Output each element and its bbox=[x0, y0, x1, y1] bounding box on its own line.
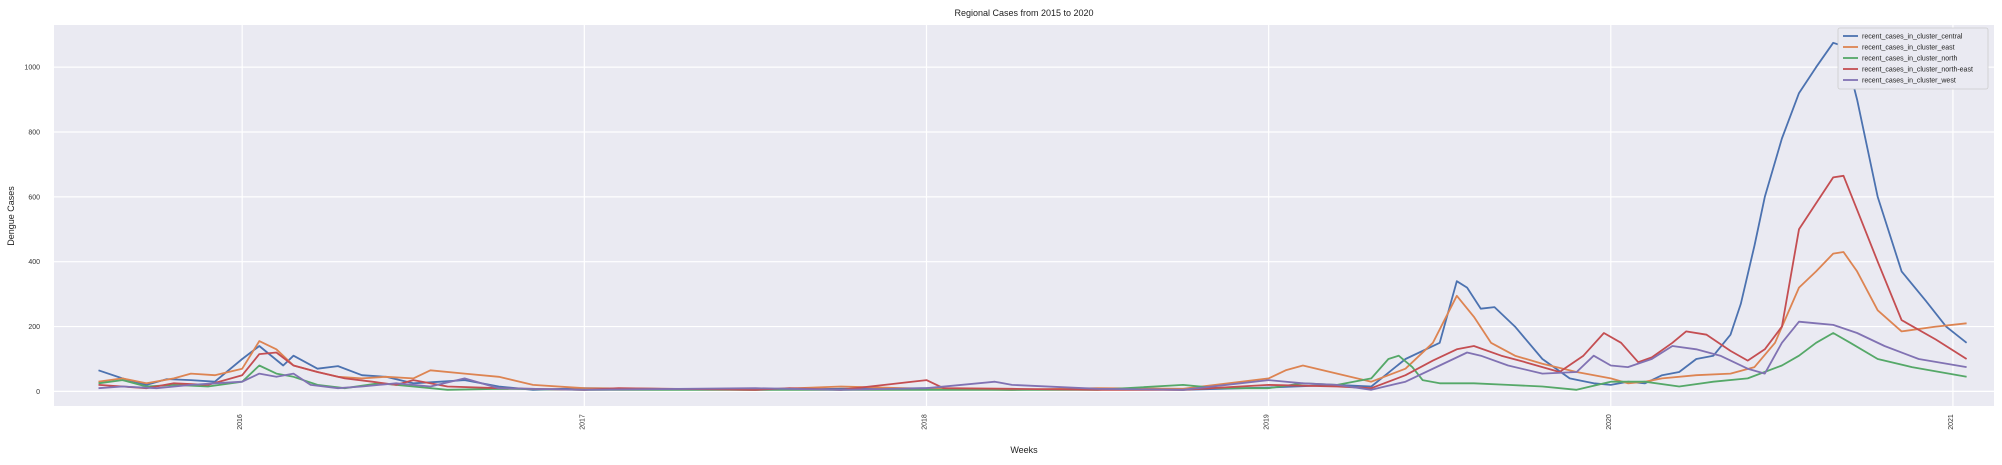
chart-title: Regional Cases from 2015 to 2020 bbox=[954, 8, 1093, 18]
x-tick-label: 2019 bbox=[1264, 414, 1271, 430]
series-lines bbox=[98, 41, 1968, 391]
legend-label: recent_cases_in_cluster_west bbox=[1862, 78, 1956, 85]
y-tick-label: 800 bbox=[28, 130, 40, 137]
legend-label: recent_cases_in_cluster_north-east bbox=[1862, 67, 1973, 74]
y-tick-label: 200 bbox=[28, 324, 40, 331]
y-tick-label: 0 bbox=[36, 389, 40, 396]
legend-label: recent_cases_in_cluster_central bbox=[1862, 34, 1963, 41]
x-tick-label: 2021 bbox=[1948, 414, 1955, 430]
legend-label: recent_cases_in_cluster_east bbox=[1862, 45, 1955, 52]
x-tick-label: 2017 bbox=[579, 414, 586, 430]
legend: recent_cases_in_cluster_central recent_ca… bbox=[1837, 27, 1989, 90]
y-axis-label: Dengue Cases bbox=[6, 186, 16, 246]
x-tick-label: 2018 bbox=[921, 414, 928, 430]
x-tick-label: 2016 bbox=[237, 414, 244, 430]
series-line-0 bbox=[98, 41, 1968, 391]
y-tick-label: 1000 bbox=[24, 65, 40, 72]
x-axis-label: Weeks bbox=[1010, 445, 1038, 455]
plot-background bbox=[54, 25, 1994, 406]
x-tick-label: 2020 bbox=[1606, 414, 1613, 430]
y-tick-labels: 0 200 400 600 800 1000 bbox=[24, 65, 40, 396]
x-tick-labels: 2016 2017 2018 2019 2020 2021 bbox=[237, 414, 1955, 430]
legend-box bbox=[1837, 27, 1989, 90]
series-line-3 bbox=[98, 174, 1968, 391]
series-line-4 bbox=[98, 320, 1967, 391]
legend-label: recent_cases_in_cluster_north bbox=[1862, 56, 1957, 63]
y-tick-label: 600 bbox=[28, 194, 40, 201]
y-tick-label: 400 bbox=[28, 259, 40, 266]
